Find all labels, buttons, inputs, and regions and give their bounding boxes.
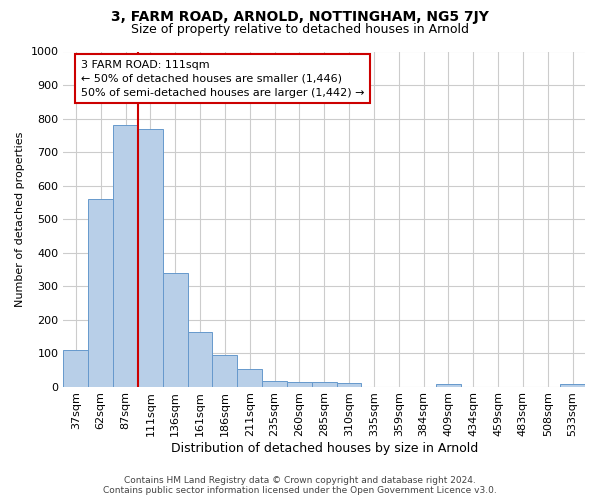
Bar bbox=[312, 382, 337, 386]
Text: 3 FARM ROAD: 111sqm
← 50% of detached houses are smaller (1,446)
50% of semi-det: 3 FARM ROAD: 111sqm ← 50% of detached ho… bbox=[81, 60, 364, 98]
Text: Size of property relative to detached houses in Arnold: Size of property relative to detached ho… bbox=[131, 22, 469, 36]
X-axis label: Distribution of detached houses by size in Arnold: Distribution of detached houses by size … bbox=[170, 442, 478, 455]
Bar bbox=[113, 125, 138, 386]
Bar bbox=[436, 384, 461, 386]
Bar bbox=[337, 383, 361, 386]
Bar bbox=[138, 128, 163, 386]
Bar bbox=[163, 272, 188, 386]
Text: Contains HM Land Registry data © Crown copyright and database right 2024.
Contai: Contains HM Land Registry data © Crown c… bbox=[103, 476, 497, 495]
Bar bbox=[88, 199, 113, 386]
Bar bbox=[188, 332, 212, 386]
Bar bbox=[287, 382, 312, 386]
Bar bbox=[64, 350, 88, 387]
Bar bbox=[262, 380, 287, 386]
Text: 3, FARM ROAD, ARNOLD, NOTTINGHAM, NG5 7JY: 3, FARM ROAD, ARNOLD, NOTTINGHAM, NG5 7J… bbox=[111, 10, 489, 24]
Bar bbox=[560, 384, 585, 386]
Bar bbox=[212, 355, 237, 386]
Bar bbox=[237, 369, 262, 386]
Y-axis label: Number of detached properties: Number of detached properties bbox=[15, 132, 25, 306]
